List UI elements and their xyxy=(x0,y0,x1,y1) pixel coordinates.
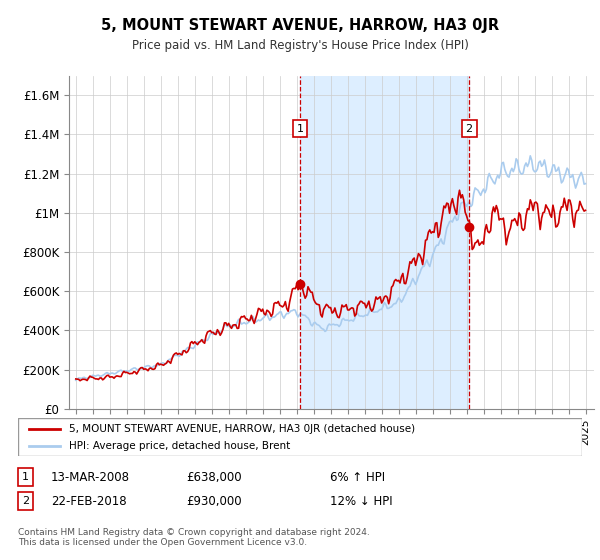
Text: £638,000: £638,000 xyxy=(186,470,242,484)
Text: 1: 1 xyxy=(296,124,304,133)
Text: HPI: Average price, detached house, Brent: HPI: Average price, detached house, Bren… xyxy=(69,441,290,451)
Text: Price paid vs. HM Land Registry's House Price Index (HPI): Price paid vs. HM Land Registry's House … xyxy=(131,39,469,53)
Text: 5, MOUNT STEWART AVENUE, HARROW, HA3 0JR: 5, MOUNT STEWART AVENUE, HARROW, HA3 0JR xyxy=(101,18,499,32)
Text: 2: 2 xyxy=(22,496,29,506)
Text: 5, MOUNT STEWART AVENUE, HARROW, HA3 0JR (detached house): 5, MOUNT STEWART AVENUE, HARROW, HA3 0JR… xyxy=(69,423,415,433)
Text: 2: 2 xyxy=(466,124,473,133)
FancyBboxPatch shape xyxy=(18,418,582,456)
Text: 1: 1 xyxy=(22,472,29,482)
Text: 13-MAR-2008: 13-MAR-2008 xyxy=(51,470,130,484)
Text: £930,000: £930,000 xyxy=(186,494,242,508)
Text: 22-FEB-2018: 22-FEB-2018 xyxy=(51,494,127,508)
Text: 12% ↓ HPI: 12% ↓ HPI xyxy=(330,494,392,508)
Text: Contains HM Land Registry data © Crown copyright and database right 2024.
This d: Contains HM Land Registry data © Crown c… xyxy=(18,528,370,547)
Text: 6% ↑ HPI: 6% ↑ HPI xyxy=(330,470,385,484)
Bar xyxy=(300,76,469,409)
